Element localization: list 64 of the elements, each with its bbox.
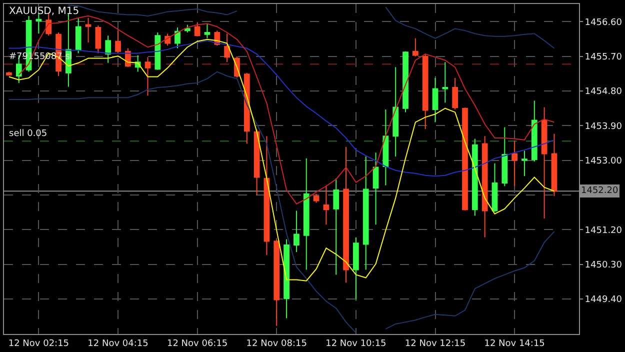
candlestick (522, 150, 528, 177)
candlestick (204, 23, 210, 39)
candlestick (105, 35, 112, 64)
candlestick (362, 156, 369, 270)
candlestick (372, 152, 379, 226)
candlestick (343, 146, 349, 284)
x-tick-label: 12 Nov 04:15 (88, 338, 148, 349)
candlestick (531, 100, 538, 162)
y-tick-label: 1456.60 (584, 18, 622, 28)
y-tick-label: 1455.70 (584, 52, 622, 63)
candlestick (85, 17, 92, 44)
chart-title: XAUUSD, M15 (9, 6, 80, 17)
candlestick (402, 50, 408, 113)
candlestick (75, 17, 82, 54)
candlestick (502, 126, 508, 187)
candlestick (313, 193, 320, 204)
candlestick (274, 239, 280, 326)
candlestick (382, 109, 389, 186)
y-tick-label: 1451.20 (584, 226, 622, 236)
candlestick (462, 107, 468, 211)
candlestick (541, 106, 548, 219)
candlestick (412, 38, 418, 57)
y-tick-label: 1454.80 (584, 87, 622, 98)
candlestick (174, 26, 180, 49)
x-tick-label: 12 Nov 12:15 (404, 338, 466, 349)
candlestick (392, 66, 399, 157)
x-tick-label: 12 Nov 02:15 (8, 338, 70, 349)
x-tick-label: 12 Nov 08:15 (246, 338, 307, 349)
candlestick (154, 32, 161, 70)
candlestick (66, 14, 72, 88)
candlestick (452, 77, 458, 110)
candlestick (512, 140, 518, 187)
x-tick-label: 12 Nov 06:15 (166, 338, 228, 349)
candlestick (95, 25, 102, 54)
y-tick-label: 1453.90 (584, 122, 622, 132)
line-series (8, 40, 555, 177)
candlestick (224, 33, 230, 63)
candlestick (551, 133, 558, 197)
candlestick (323, 184, 330, 226)
candlestick (353, 236, 359, 300)
candlestick (294, 210, 300, 252)
y-tick-label: 1450.30 (584, 260, 622, 270)
candlestick (472, 138, 478, 216)
y-tick-label: 1453.00 (584, 156, 622, 166)
candlestick (333, 178, 340, 276)
ref-line-label: sell 0.05 (9, 129, 48, 139)
candlestick (492, 162, 498, 212)
candlestick (144, 56, 151, 96)
x-tick-label: 12 Nov 10:15 (326, 338, 386, 349)
line-series (8, 38, 555, 282)
candlestick (422, 54, 428, 130)
candlestick (115, 30, 121, 54)
candlestick (284, 238, 290, 319)
candlestick (432, 77, 438, 123)
candlestick (303, 158, 310, 270)
candlestick (482, 136, 488, 238)
candlestick (194, 22, 200, 37)
candlestick (442, 62, 448, 104)
candlestick (6, 71, 12, 76)
candlestick (36, 14, 42, 34)
candlestick (264, 136, 270, 256)
y-tick-label: 1449.40 (584, 295, 622, 306)
ref-line-label: 1452.20 (581, 186, 618, 196)
x-tick-label: 12 Nov 14:15 (484, 338, 545, 349)
